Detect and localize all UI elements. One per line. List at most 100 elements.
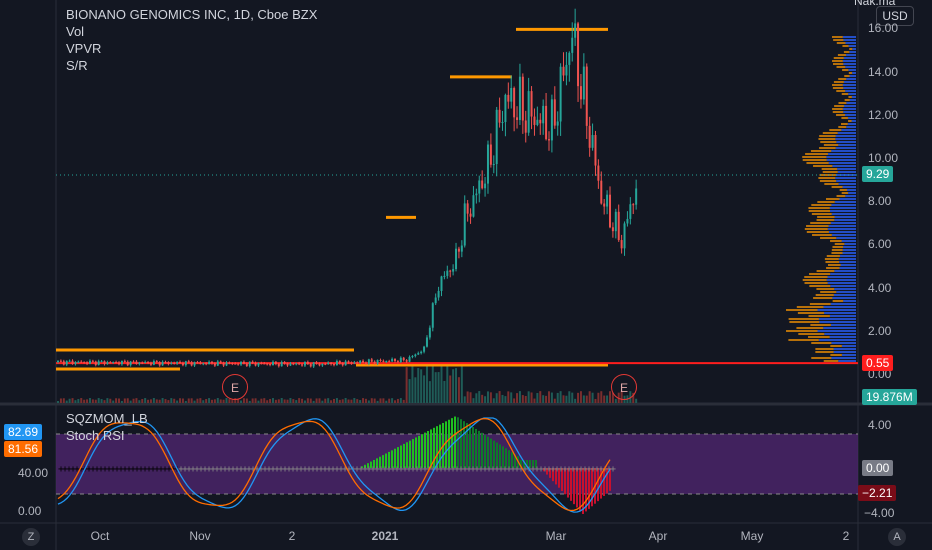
left-tick-40: 40.00 xyxy=(18,466,49,480)
vpvr-up xyxy=(851,120,856,122)
stoch-line xyxy=(57,417,611,512)
sqz-dot: + xyxy=(522,464,528,475)
volume-bar xyxy=(147,399,150,403)
vpvr-up xyxy=(840,264,856,266)
sqz-dot: + xyxy=(146,464,152,475)
sqz-bar-up xyxy=(448,419,450,468)
vpvr-up xyxy=(845,42,856,44)
sqz-dot: + xyxy=(446,464,452,475)
sqz-dot: + xyxy=(610,464,616,475)
candle-body xyxy=(562,66,565,76)
sqz-dot: + xyxy=(598,464,604,475)
vpvr-profile xyxy=(786,36,856,362)
vpvr-up xyxy=(826,156,856,158)
stochrsi-label[interactable]: Stoch RSI xyxy=(66,428,125,443)
indicator-vpvr[interactable]: VPVR xyxy=(66,41,102,56)
sqz-bar-down xyxy=(546,468,548,475)
sqz-dot: + xyxy=(130,464,136,475)
vpvr-down xyxy=(848,96,852,98)
sqz-bar-up xyxy=(403,443,405,468)
log-scale-button[interactable]: Z xyxy=(22,528,40,546)
sqz-bar-up xyxy=(511,452,513,468)
volume-bar xyxy=(527,391,530,403)
sqz-bar-up xyxy=(487,436,489,468)
vpvr-up xyxy=(848,69,856,71)
volume-bar xyxy=(341,399,344,403)
volume-bar xyxy=(417,368,420,403)
candle-body xyxy=(446,270,449,276)
vpvr-down xyxy=(830,240,842,242)
candle-body xyxy=(190,362,193,366)
volume-bar xyxy=(173,398,176,403)
vpvr-up xyxy=(846,54,856,56)
sqzmom-label[interactable]: SQZMOM_LB xyxy=(66,411,148,426)
price-candles xyxy=(57,8,638,368)
vpvr-up xyxy=(830,273,856,275)
volume-bar xyxy=(315,398,318,403)
sqz-bar-up xyxy=(382,455,384,468)
volume-bar xyxy=(431,366,434,403)
volume-bar xyxy=(57,401,59,403)
volume-bar xyxy=(489,392,492,403)
volume-bar xyxy=(414,377,417,403)
symbol-title[interactable]: BIONANO GENOMICS INC, 1D, Cboe BZX xyxy=(66,7,318,22)
sqz-bar-down xyxy=(588,468,590,509)
vpvr-down xyxy=(815,351,834,353)
sqz-bar-up xyxy=(376,458,378,468)
vpvr-down xyxy=(833,81,844,83)
earnings-marker[interactable]: E xyxy=(611,374,637,400)
candle-body xyxy=(455,248,458,270)
vpvr-up xyxy=(842,60,856,62)
volume-bar xyxy=(611,392,614,403)
candle-body xyxy=(632,204,635,206)
vpvr-down xyxy=(806,225,829,227)
sqz-bar-up xyxy=(364,464,366,468)
sqz-dot: + xyxy=(370,464,376,475)
candle-body xyxy=(164,361,167,363)
sqz-dot: + xyxy=(398,464,404,475)
price-tick: 4.00 xyxy=(868,280,892,295)
vpvr-down xyxy=(838,126,847,128)
candle-body xyxy=(620,240,623,249)
candle-body xyxy=(283,362,286,364)
auto-scale-button[interactable]: A xyxy=(888,528,906,546)
candle-body xyxy=(382,360,385,362)
candle-body xyxy=(257,363,260,366)
volume-bar xyxy=(164,399,167,403)
vpvr-up xyxy=(836,141,856,143)
sqz-bar-up xyxy=(526,460,528,468)
indicator-sr[interactable]: S/R xyxy=(66,58,88,73)
volume-bar xyxy=(609,391,611,403)
sqz-bar-up xyxy=(430,429,432,468)
volume-bar xyxy=(530,392,533,403)
sqz-dot: + xyxy=(102,464,108,475)
candle-body xyxy=(478,180,481,194)
volume-bar xyxy=(510,392,513,403)
volume-bar xyxy=(539,391,542,403)
vpvr-up xyxy=(847,117,856,119)
currency-button[interactable]: USD xyxy=(876,6,914,26)
vpvr-down xyxy=(810,324,831,326)
candle-body xyxy=(449,270,452,272)
candle-body xyxy=(312,362,315,367)
volume-bar xyxy=(632,392,635,403)
vpvr-down xyxy=(837,54,847,56)
sqz-bar-up xyxy=(496,442,498,468)
indicator-vol[interactable]: Vol xyxy=(66,24,85,39)
vpvr-up xyxy=(831,357,856,359)
candle-body xyxy=(216,361,219,366)
vpvr-up xyxy=(835,135,856,137)
volume-bar xyxy=(129,400,132,403)
candle-body xyxy=(460,245,463,252)
sqz-dot: + xyxy=(242,464,248,475)
vpvr-down xyxy=(811,342,832,344)
candle-body xyxy=(301,364,304,366)
vpvr-up xyxy=(835,138,856,140)
vpvr-down xyxy=(839,189,848,191)
earnings-marker[interactable]: E xyxy=(222,374,248,400)
volume-bar xyxy=(306,398,309,403)
candle-body xyxy=(263,363,266,365)
sqz-dot: + xyxy=(142,464,148,475)
candle-body xyxy=(100,361,103,363)
